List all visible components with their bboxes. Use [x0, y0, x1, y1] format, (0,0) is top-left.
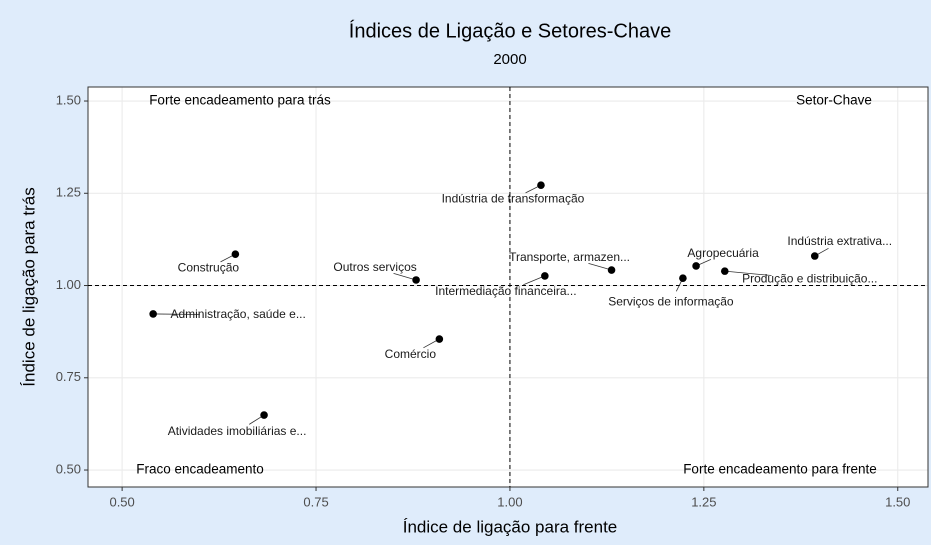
- point-label: Intermediação financeira...: [435, 284, 576, 298]
- point: [260, 411, 268, 419]
- point-label: Outros serviços: [333, 260, 416, 274]
- point-label: Serviços de informação: [608, 294, 734, 308]
- point-label: Comércio: [385, 347, 437, 361]
- chart-subtitle: 2000: [493, 51, 526, 68]
- point-label: Administração, saúde e...: [170, 307, 305, 321]
- label-connector: [523, 275, 545, 286]
- y-tick-label: 0.75: [56, 369, 81, 384]
- annotation: Setor-Chave: [796, 93, 872, 108]
- x-axis-label: Índice de ligação para frente: [403, 517, 618, 536]
- point: [679, 274, 687, 282]
- x-tick-label: 0.75: [303, 494, 328, 509]
- point: [541, 272, 549, 280]
- annotation: Fraco encadeamento: [136, 462, 264, 477]
- label-connector: [724, 270, 772, 276]
- y-tick-label: 1.50: [56, 92, 81, 107]
- chart-title: Índices de Ligação e Setores-Chave: [349, 19, 671, 42]
- point: [607, 266, 616, 274]
- label-connector: [153, 313, 200, 315]
- annotation: Forte encadeamento para frente: [683, 462, 877, 477]
- x-tick-label: 1.50: [885, 494, 910, 509]
- point-label: Produção e distribuição...: [742, 271, 877, 285]
- point-label: Indústria de transformação: [442, 191, 585, 205]
- point: [692, 262, 700, 270]
- point: [435, 335, 444, 343]
- y-axis-label: Índice de ligação para trás: [19, 187, 38, 386]
- annotation: Forte encadeamento para trás: [149, 93, 331, 108]
- y-tick-label: 1.00: [56, 277, 81, 292]
- point: [231, 250, 240, 258]
- point-label: Transporte, armazen...: [509, 250, 630, 264]
- y-tick-label: 1.25: [56, 185, 81, 200]
- point: [412, 276, 420, 284]
- x-tick-label: 0.50: [109, 494, 134, 509]
- panel-border: [87, 86, 929, 488]
- y-tick-label: 0.50: [56, 461, 81, 476]
- label-connector: [588, 263, 612, 271]
- point: [537, 181, 545, 189]
- panel: [88, 87, 928, 487]
- point-label: Agropecuária: [687, 246, 759, 260]
- point-label: Construção: [178, 260, 240, 274]
- point: [810, 252, 819, 260]
- x-tick-label: 1.00: [497, 494, 522, 509]
- point-label: Atividades imobiliárias e...: [168, 424, 307, 438]
- point: [149, 310, 157, 318]
- point-label: Indústria extrativa...: [787, 234, 892, 248]
- point: [720, 267, 729, 275]
- x-tick-label: 1.25: [691, 494, 716, 509]
- label-connector: [393, 273, 417, 281]
